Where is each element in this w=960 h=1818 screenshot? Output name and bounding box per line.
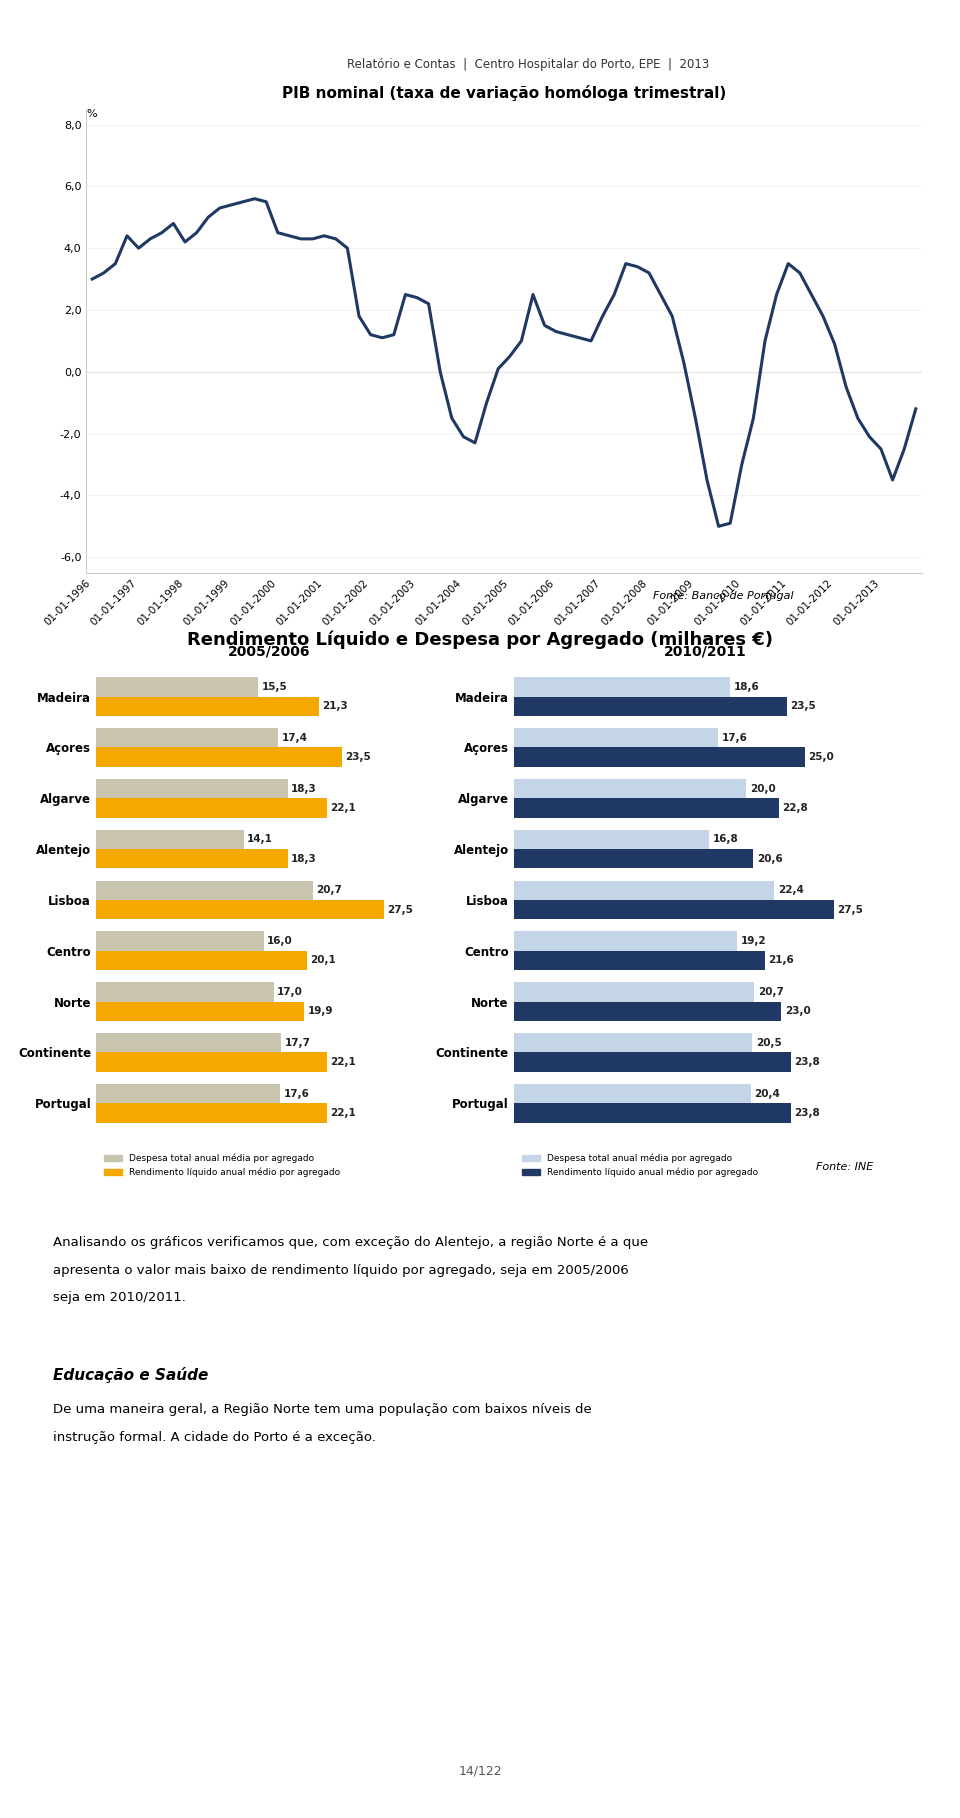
Title: 2005/2006: 2005/2006 — [228, 644, 310, 658]
Text: 22,1: 22,1 — [330, 1107, 356, 1118]
Text: 22,4: 22,4 — [778, 885, 804, 894]
Bar — [514, 1033, 752, 1053]
Text: 25,0: 25,0 — [808, 753, 833, 762]
Bar — [96, 729, 278, 747]
Text: 19,2: 19,2 — [740, 936, 766, 945]
Bar — [514, 1084, 751, 1104]
Bar — [514, 778, 746, 798]
Text: Relatório e Contas  |  Centro Hospitalar do Porto, EPE  |  2013: Relatório e Contas | Centro Hospitalar d… — [347, 58, 709, 71]
Text: 17,0: 17,0 — [277, 987, 303, 996]
Text: 17,7: 17,7 — [284, 1038, 310, 1047]
Text: 17,6: 17,6 — [283, 1089, 309, 1098]
Text: De uma maneira geral, a Região Norte tem uma população com baixos níveis de: De uma maneira geral, a Região Norte tem… — [53, 1403, 591, 1416]
Bar — [96, 798, 327, 818]
Text: 20,7: 20,7 — [758, 987, 783, 996]
Text: 18,3: 18,3 — [291, 854, 317, 864]
Text: 23,5: 23,5 — [346, 753, 371, 762]
Legend: Despesa total anual média por agregado, Rendimento líquido anual médio por agreg: Despesa total anual média por agregado, … — [518, 1151, 761, 1182]
Bar — [96, 880, 313, 900]
Bar — [96, 1053, 327, 1071]
Bar — [514, 747, 804, 767]
Text: 23,0: 23,0 — [784, 1005, 810, 1016]
Bar — [514, 849, 754, 869]
Text: %: % — [86, 109, 97, 120]
Title: PIB nominal (taxa de variação homóloga trimestral): PIB nominal (taxa de variação homóloga t… — [282, 85, 726, 102]
Title: 2010/2011: 2010/2011 — [664, 644, 747, 658]
Text: 20,7: 20,7 — [316, 885, 342, 894]
Bar — [514, 678, 730, 696]
Text: 14/122: 14/122 — [458, 1763, 502, 1778]
Text: 23,8: 23,8 — [794, 1056, 820, 1067]
Text: 18,6: 18,6 — [733, 682, 759, 693]
Text: Fonte: INE: Fonte: INE — [816, 1162, 874, 1173]
Text: 21,6: 21,6 — [768, 956, 794, 965]
Bar — [514, 880, 775, 900]
Bar — [514, 900, 833, 920]
Bar — [96, 1033, 281, 1053]
Text: 27,5: 27,5 — [387, 905, 413, 914]
Bar — [96, 829, 244, 849]
Text: 20,5: 20,5 — [756, 1038, 781, 1047]
Bar — [96, 747, 342, 767]
Bar — [514, 951, 765, 971]
Text: Analisando os gráficos verificamos que, com exceção do Alentejo, a região Norte : Analisando os gráficos verificamos que, … — [53, 1236, 648, 1249]
Bar — [96, 778, 288, 798]
Bar — [96, 931, 264, 951]
Text: 20,4: 20,4 — [755, 1089, 780, 1098]
Text: 16,8: 16,8 — [712, 834, 738, 844]
Bar — [514, 798, 779, 818]
Text: 20,6: 20,6 — [756, 854, 782, 864]
Bar — [96, 1104, 327, 1122]
Text: 15,5: 15,5 — [261, 682, 287, 693]
Bar — [96, 678, 258, 696]
Text: 22,1: 22,1 — [330, 804, 356, 813]
Bar — [514, 1104, 790, 1122]
Text: 23,5: 23,5 — [790, 702, 816, 711]
Bar — [96, 900, 384, 920]
Bar — [514, 1053, 790, 1071]
Bar — [514, 729, 718, 747]
Text: 23,8: 23,8 — [794, 1107, 820, 1118]
Text: 22,8: 22,8 — [782, 804, 808, 813]
Text: 27,5: 27,5 — [837, 905, 863, 914]
Legend: Despesa total anual média por agregado, Rendimento líquido anual médio por agreg: Despesa total anual média por agregado, … — [101, 1151, 344, 1182]
Text: Educação e Saúde: Educação e Saúde — [53, 1367, 208, 1383]
Text: 20,1: 20,1 — [310, 956, 335, 965]
Text: seja em 2010/2011.: seja em 2010/2011. — [53, 1291, 185, 1304]
Text: 18,3: 18,3 — [291, 784, 317, 794]
Bar — [96, 849, 288, 869]
Text: 20,0: 20,0 — [750, 784, 776, 794]
Bar — [514, 931, 737, 951]
Text: apresenta o valor mais baixo de rendimento líquido por agregado, seja em 2005/20: apresenta o valor mais baixo de rendimen… — [53, 1264, 629, 1276]
Text: 21,3: 21,3 — [323, 702, 348, 711]
Text: 22,1: 22,1 — [330, 1056, 356, 1067]
Text: 19,9: 19,9 — [307, 1005, 333, 1016]
Text: Fonte: Banco de Portugal: Fonte: Banco de Portugal — [653, 591, 793, 602]
Text: 17,6: 17,6 — [722, 733, 748, 744]
Text: 16,0: 16,0 — [267, 936, 293, 945]
Bar — [96, 696, 319, 716]
Bar — [96, 1084, 280, 1104]
Text: Rendimento Líquido e Despesa por Agregado (milhares €): Rendimento Líquido e Despesa por Agregad… — [187, 631, 773, 649]
Bar — [514, 696, 787, 716]
Bar — [514, 1002, 781, 1022]
Bar — [514, 829, 709, 849]
Text: 17,4: 17,4 — [281, 733, 307, 744]
Bar — [96, 982, 274, 1002]
Text: 14,1: 14,1 — [247, 834, 273, 844]
Bar — [96, 951, 306, 971]
Text: instrução formal. A cidade do Porto é a exceção.: instrução formal. A cidade do Porto é a … — [53, 1431, 375, 1443]
Bar — [514, 982, 755, 1002]
Bar — [96, 1002, 304, 1022]
